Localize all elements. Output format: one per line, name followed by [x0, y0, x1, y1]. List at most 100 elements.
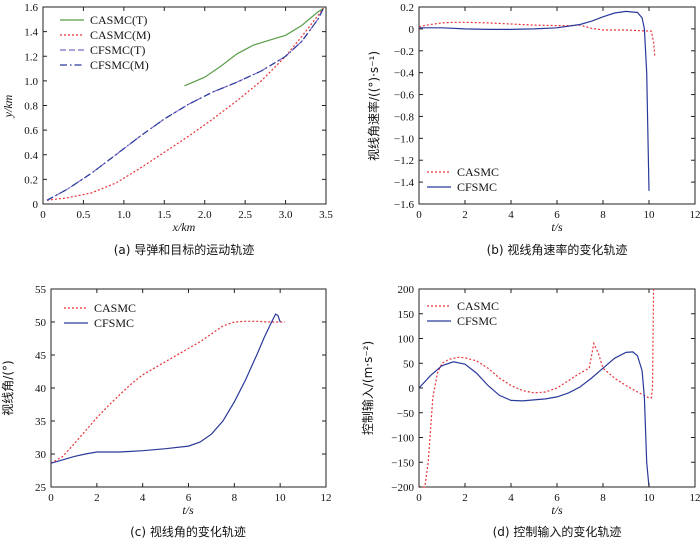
- x-tick-label: 3.5: [319, 209, 333, 221]
- legend-label: CFSMC: [457, 180, 497, 194]
- panel-caption: (d) 控制输入的变化轨迹: [493, 524, 622, 539]
- y-tick-label: 1.4: [24, 27, 38, 39]
- x-tick-label: 8: [600, 492, 606, 504]
- y-tick-label: −0.2: [394, 46, 414, 58]
- series-line-cfsmc: [51, 313, 281, 464]
- y-tick-label: −1.4: [394, 177, 414, 189]
- y-tick-label: −150: [391, 457, 414, 469]
- y-tick-label: −50: [397, 408, 415, 420]
- y-tick-label: 50: [35, 317, 47, 329]
- x-tick-label: 6: [554, 209, 560, 221]
- x-tick-label: 6: [186, 492, 192, 504]
- y-tick-label: 0: [409, 24, 415, 36]
- x-tick-label: 10: [275, 492, 287, 504]
- x-tick-label: 2.5: [238, 209, 252, 221]
- legend-label: CFSMC: [457, 314, 497, 328]
- x-axis-label: t/s: [551, 220, 563, 234]
- y-tick-label: 55: [35, 284, 47, 296]
- y-axis-label: y/km: [1, 94, 15, 118]
- x-tick-label: 0: [48, 492, 54, 504]
- panel-los-rate: 0 2 4 6 8 10 12 0.2 0 −0.2 −0.4 −0.6 −0.8 −1.0 −1.2 −1.…: [366, 2, 700, 257]
- x-axis-label: t/s: [551, 503, 563, 517]
- legend: CASMC(T)CASMC(M)CFSMC(T)CFSMC(M): [60, 13, 151, 72]
- y-tick-label: 30: [35, 449, 47, 461]
- y-tick-label: −200: [391, 482, 414, 494]
- y-tick-label: 1.0: [24, 76, 38, 88]
- y-tick-label: −0.4: [394, 68, 414, 80]
- legend-label: CFSMC(T): [90, 43, 145, 57]
- y-axis-label: 控制输入/(m·s⁻²): [360, 341, 375, 435]
- y-tick-label: 45: [35, 350, 47, 362]
- x-tick-label: 2: [462, 209, 468, 221]
- panel-los-angle: 0 2 4 6 8 10 12 25 30 35 40 45 50 55 t/s 视线角/(°) (c) …: [0, 284, 332, 539]
- x-tick-label: 4: [508, 209, 514, 221]
- panel-caption: (a) 导弹和目标的运动轨迹: [114, 242, 255, 257]
- series-line-casmc-t: [184, 7, 324, 87]
- y-tick-label: 150: [398, 309, 415, 321]
- series-line-cfsmc: [419, 351, 650, 488]
- y-tick-label: −0.8: [394, 111, 414, 123]
- y-tick-label: −100: [391, 433, 414, 445]
- x-tick-label: 12: [690, 492, 700, 504]
- series-line-casmc: [419, 21, 656, 57]
- series-line-cfsmc-m: [46, 7, 325, 201]
- x-tick-label: 3.0: [279, 209, 293, 221]
- y-tick-label: 100: [398, 334, 415, 346]
- y-tick-label: 25: [35, 482, 47, 494]
- series-line-casmc-m: [46, 7, 325, 201]
- y-tick-label: 0.8: [24, 101, 38, 113]
- y-tick-label: −0.6: [394, 90, 414, 102]
- x-tick-label: 4: [140, 492, 146, 504]
- series-line-casmc: [419, 288, 655, 488]
- y-tick-label: −1.2: [394, 155, 414, 167]
- x-tick-label: 2: [94, 492, 100, 504]
- x-tick-label: 8: [232, 492, 238, 504]
- y-tick-label: −1.0: [394, 133, 414, 145]
- legend-label: CASMC: [457, 299, 499, 313]
- y-tick-label: 0: [409, 383, 415, 395]
- x-tick-label: 1.5: [157, 209, 171, 221]
- y-tick-label: 1.2: [24, 51, 38, 63]
- series-line-cfsmc: [419, 10, 650, 191]
- series-line-cfsmc-t: [46, 7, 325, 201]
- legend-label: CASMC(M): [90, 28, 151, 42]
- y-tick-label: 0.4: [24, 150, 38, 162]
- panel-trajectory: 0 0.5 1.0 1.5 2.0 2.5 3.0 3.5 0 0.2 0.4 0.6 0.8 1.0 1.…: [1, 2, 333, 257]
- y-axis-label: 视线角/(°): [0, 360, 15, 415]
- x-tick-label: 0: [416, 209, 422, 221]
- x-tick-label: 10: [644, 492, 656, 504]
- x-tick-label: 4: [508, 492, 514, 504]
- x-tick-label: 12: [690, 209, 700, 221]
- y-tick-label: 0.6: [24, 125, 38, 137]
- panel-caption: (c) 视线角的变化轨迹: [130, 524, 246, 539]
- y-tick-label: 200: [398, 284, 415, 296]
- x-tick-label: 2.0: [198, 209, 212, 221]
- panel-control-input: 0 2 4 6 8 10 12 200 150 100 50 0 −50 −100 −150 −200 t/s…: [360, 284, 700, 539]
- x-tick-label: 0: [40, 209, 46, 221]
- x-tick-label: 0: [416, 492, 422, 504]
- plot-frame: [50, 288, 327, 488]
- x-tick-label: 2: [462, 492, 468, 504]
- x-tick-label: 6: [554, 492, 560, 504]
- x-axis-label: x/km: [172, 220, 196, 234]
- series-line-casmc: [51, 320, 285, 464]
- plot-frame: [42, 6, 327, 205]
- x-tick-label: 12: [321, 492, 332, 504]
- x-tick-label: 8: [600, 209, 606, 221]
- x-tick-label: 1.0: [117, 209, 131, 221]
- legend-label: CFSMC: [94, 316, 134, 330]
- x-tick-label: 0.5: [77, 209, 91, 221]
- x-axis-label: t/s: [182, 503, 194, 517]
- legend-label: CASMC: [457, 165, 499, 179]
- legend-label: CASMC(T): [90, 13, 147, 27]
- y-tick-label: 1.6: [24, 2, 38, 14]
- y-tick-label: 50: [403, 358, 415, 370]
- panel-caption: (b) 视线角速率的变化轨迹: [487, 242, 628, 257]
- y-tick-label: 0.2: [400, 2, 414, 14]
- legend-label: CASMC: [94, 301, 136, 315]
- x-tick-label: 10: [644, 209, 656, 221]
